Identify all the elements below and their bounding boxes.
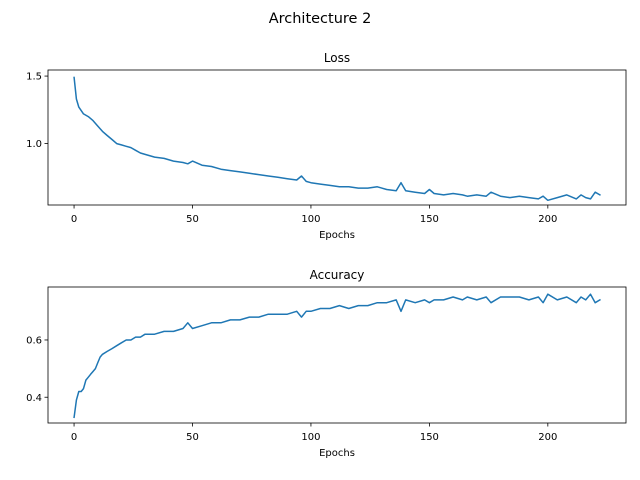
accuracy-y-tick-label: 0.6 bbox=[26, 336, 42, 347]
accuracy-x-tick-label: 50 bbox=[186, 432, 199, 443]
accuracy-axes-frame bbox=[47, 286, 627, 424]
loss-x-tick-label: 150 bbox=[420, 214, 439, 225]
accuracy-line-series-0 bbox=[73, 293, 601, 419]
loss-y-tick-label: 1.5 bbox=[26, 72, 42, 83]
loss-y-tick-label: 1.0 bbox=[26, 139, 42, 150]
accuracy-panel: 0 50 100 150 200 0.4 0.6 Accuracy Epochs bbox=[26, 268, 627, 459]
accuracy-title: Accuracy bbox=[310, 268, 365, 282]
loss-title: Loss bbox=[324, 51, 350, 65]
accuracy-x-tick-label: 100 bbox=[301, 432, 320, 443]
loss-panel: 0 50 100 150 200 1.0 1.5 Loss Epochs bbox=[26, 51, 627, 241]
loss-x-tick-label: 0 bbox=[71, 214, 77, 225]
figure-suptitle: Architecture 2 bbox=[269, 11, 372, 27]
accuracy-x-tick-label: 150 bbox=[420, 432, 439, 443]
loss-x-tick-label: 100 bbox=[301, 214, 320, 225]
accuracy-x-axis-label: Epochs bbox=[319, 448, 355, 459]
loss-line-series-0 bbox=[73, 76, 601, 202]
loss-x-tick-label: 50 bbox=[186, 214, 199, 225]
accuracy-y-tick-label: 0.4 bbox=[26, 393, 42, 404]
accuracy-x-tick-label: 0 bbox=[71, 432, 77, 443]
loss-x-axis-label: Epochs bbox=[319, 230, 355, 241]
loss-x-tick-label: 200 bbox=[538, 214, 557, 225]
accuracy-x-tick-label: 200 bbox=[538, 432, 557, 443]
loss-axes-frame bbox=[47, 69, 627, 206]
